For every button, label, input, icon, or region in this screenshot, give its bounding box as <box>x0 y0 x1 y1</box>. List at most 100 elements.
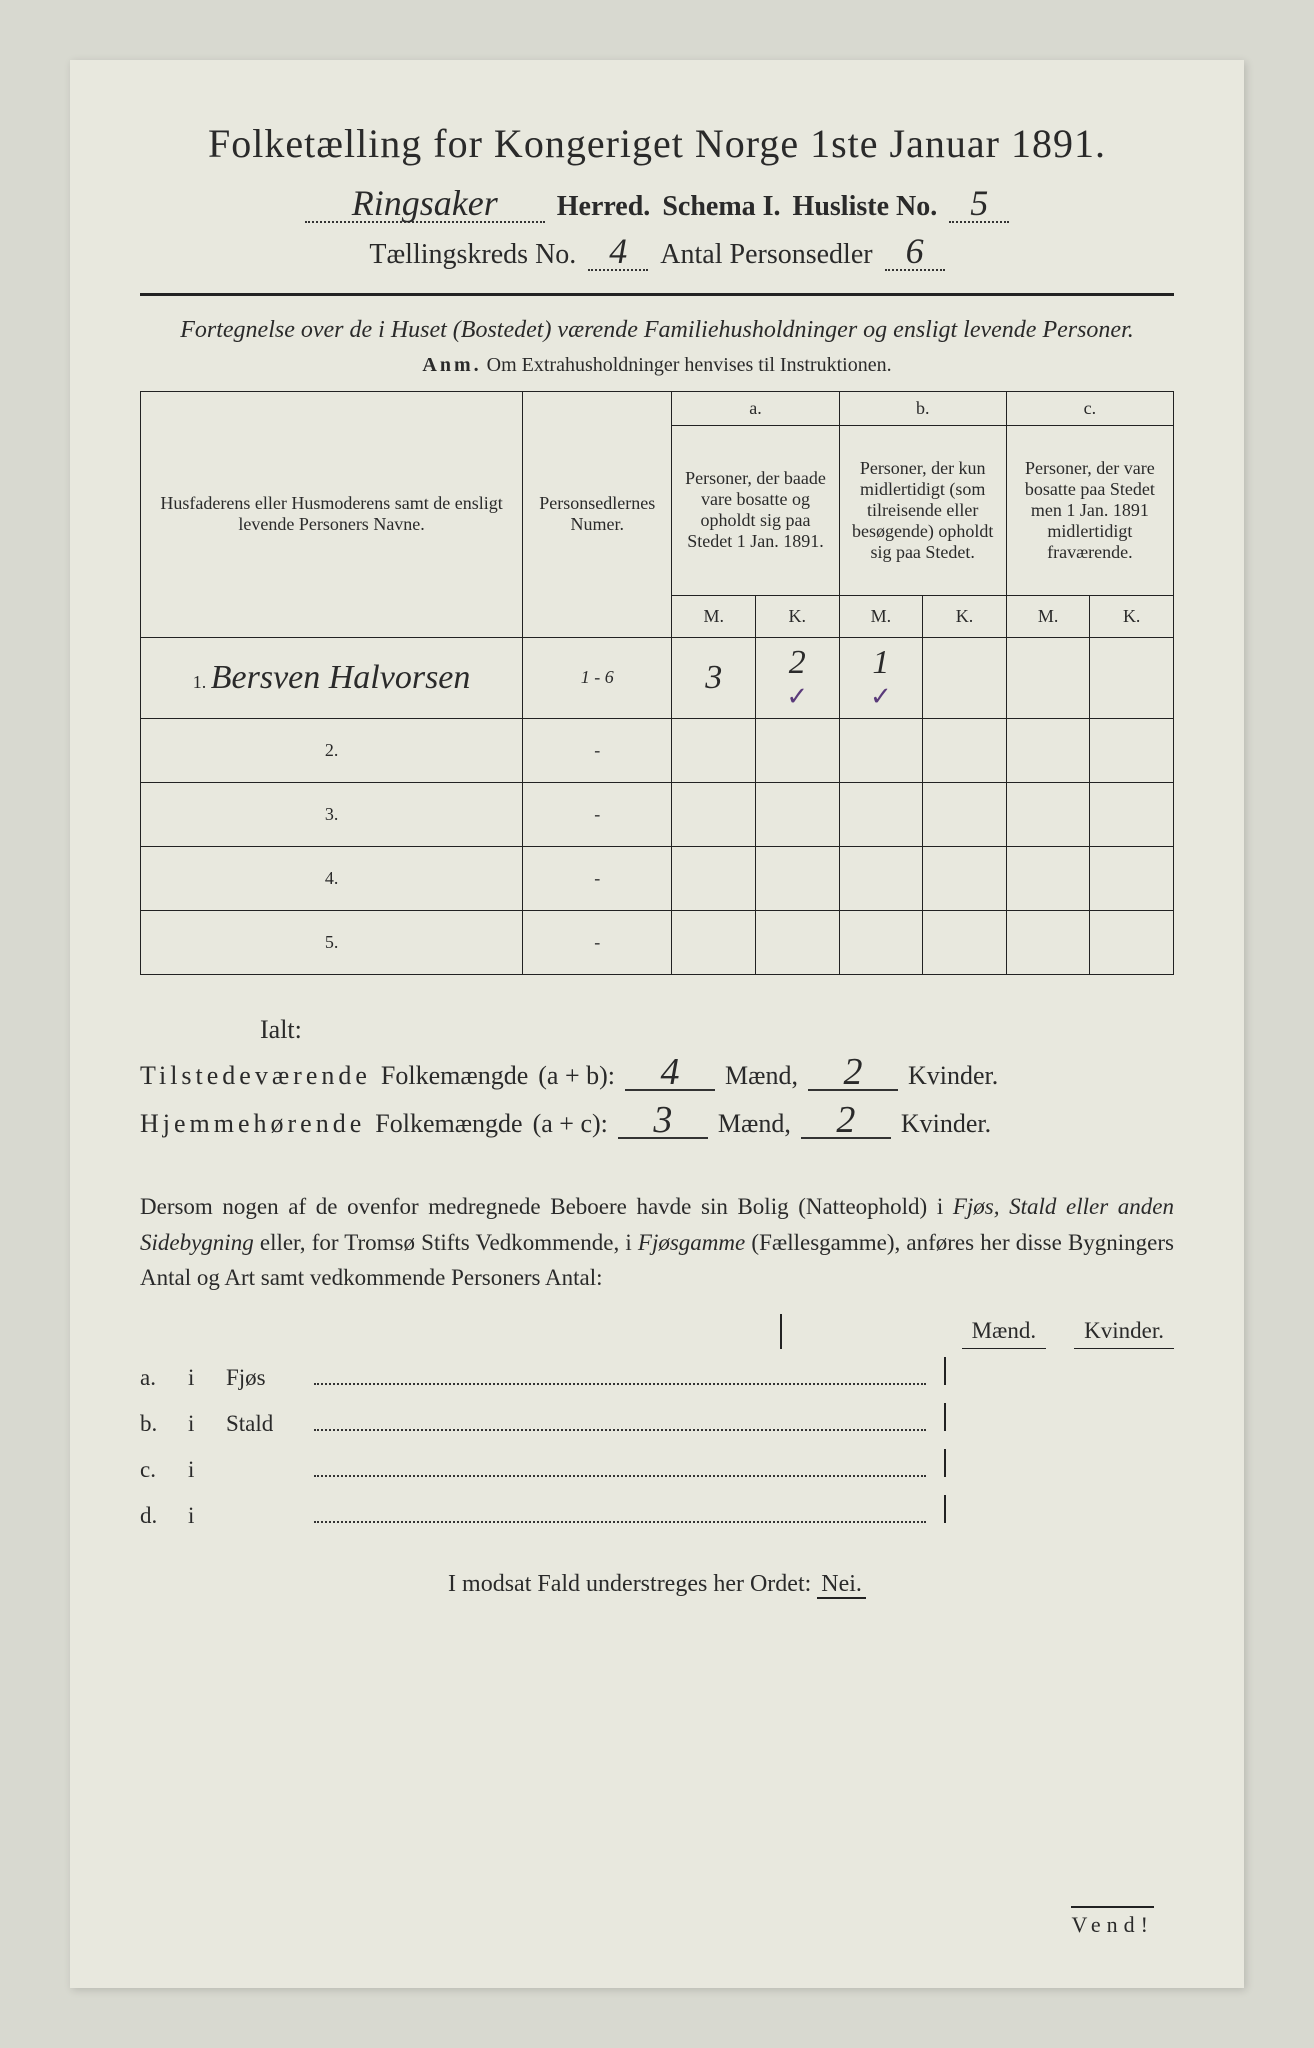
cell: 3 <box>672 637 756 718</box>
paragraph: Dersom nogen af de ovenfor medregnede Be… <box>140 1189 1174 1296</box>
row-name: Bersven Halvorsen <box>211 659 471 696</box>
sidecol <box>966 1403 1056 1431</box>
bygning-maend: Mænd. <box>962 1314 1047 1349</box>
hjemme-row: Hjemmehørende Folkemængde (a + c): 3 Mæn… <box>140 1103 1174 1139</box>
row-num: - <box>523 782 672 846</box>
cell <box>756 782 840 846</box>
table-row: 3. - <box>141 782 1174 846</box>
header-line-2: Tællingskreds No. 4 Antal Personsedler 6 <box>140 233 1174 271</box>
page-title: Folketælling for Kongeriget Norge 1ste J… <box>140 120 1174 167</box>
col-c-k: K. <box>1090 595 1174 637</box>
census-table: Husfaderens eller Husmoderens samt de en… <box>140 391 1174 975</box>
subtitle: Fortegnelse over de i Huset (Bostedet) v… <box>140 314 1174 348</box>
bygning-lbl: c. <box>140 1457 170 1483</box>
antal-value: 6 <box>885 233 945 271</box>
col-a-k: K. <box>756 595 840 637</box>
sidecol <box>1084 1495 1174 1523</box>
bygning-lbl: a. <box>140 1365 170 1391</box>
kreds-value: 4 <box>588 233 648 271</box>
herred-value: Ringsaker <box>305 185 545 223</box>
divider <box>140 293 1174 296</box>
cell <box>672 846 756 910</box>
row-number: 3. <box>141 782 523 846</box>
cell <box>1090 910 1174 974</box>
cell <box>923 718 1007 782</box>
cell-bm: 1 <box>872 644 889 681</box>
ac-label: (a + c): <box>533 1109 608 1139</box>
para-t2: eller, for Tromsø Stifts Vedkommende, i <box>254 1230 638 1255</box>
kvinder-label: Kvinder. <box>901 1109 991 1139</box>
kreds-label: Tællingskreds No. <box>369 239 576 271</box>
row-name-cell: 1. Bersven Halvorsen <box>141 637 523 718</box>
sidecol <box>966 1357 1056 1385</box>
cell <box>839 718 923 782</box>
cell <box>756 910 840 974</box>
folkem-label: Folkemængde <box>381 1061 528 1091</box>
table-row: 1. Bersven Halvorsen 1 - 6 3 2✓ 1✓ <box>141 637 1174 718</box>
cell: 1✓ <box>839 637 923 718</box>
bygning-row: a. i Fjøs <box>140 1357 1174 1391</box>
cell <box>923 910 1007 974</box>
cell <box>1006 782 1090 846</box>
col-a-text: Personer, der baade vare bosatte og opho… <box>672 425 839 595</box>
col-a-m: M. <box>672 595 756 637</box>
row-number: 1. <box>193 672 207 692</box>
herred-label: Herred. <box>557 191 651 223</box>
hjemme-label: Hjemmehørende <box>140 1109 365 1139</box>
row-number: 2. <box>141 718 523 782</box>
col-a-label: a. <box>672 391 839 425</box>
cell-am: 3 <box>705 659 722 696</box>
cell <box>839 782 923 846</box>
col-b-m: M. <box>839 595 923 637</box>
col-numer: Personsedlernes Numer. <box>523 391 672 637</box>
bygning-i: i <box>188 1411 208 1437</box>
cell-bk <box>923 637 1007 718</box>
col-b-k: K. <box>923 595 1007 637</box>
bygning-kvinder: Kvinder. <box>1074 1314 1174 1349</box>
cell <box>672 910 756 974</box>
cell <box>1006 910 1090 974</box>
cell-cm <box>1006 637 1090 718</box>
table-row: 2. - <box>141 718 1174 782</box>
dots <box>314 1362 926 1385</box>
tilstede-m: 4 <box>625 1055 715 1091</box>
header-line-1: Ringsaker Herred. Schema I. Husliste No.… <box>140 185 1174 223</box>
check-icon: ✓ <box>870 682 892 711</box>
cell: 2✓ <box>756 637 840 718</box>
dots <box>314 1454 926 1477</box>
husliste-label: Husliste No. <box>793 191 938 223</box>
cell <box>1006 846 1090 910</box>
sidecol <box>1084 1357 1174 1385</box>
para-t1: Dersom nogen af de ovenfor medregnede Be… <box>140 1194 953 1219</box>
bygning-lbl: b. <box>140 1411 170 1437</box>
cell <box>1006 718 1090 782</box>
cell <box>1090 718 1174 782</box>
nei-word: Nei. <box>817 1571 866 1599</box>
anm-label: Anm. <box>422 354 481 376</box>
row-num: 1 - 6 <box>523 637 672 718</box>
cell <box>923 782 1007 846</box>
row-number: 5. <box>141 910 523 974</box>
kvinder-label: Kvinder. <box>908 1061 998 1091</box>
cell <box>839 910 923 974</box>
ialt-label: Ialt: <box>260 1015 1174 1045</box>
col-c-text: Personer, der vare bosatte paa Stedet me… <box>1006 425 1173 595</box>
col-b-text: Personer, der kun midlertidigt (som tilr… <box>839 425 1006 595</box>
sidecols <box>944 1403 1174 1431</box>
col-c-label: c. <box>1006 391 1173 425</box>
sidecols <box>944 1357 1174 1385</box>
cell-ak: 2 <box>789 644 806 681</box>
schema-label: Schema I. <box>662 191 780 223</box>
annotation: Anm. Om Extrahusholdninger henvises til … <box>140 354 1174 377</box>
maend-label: Mænd, <box>725 1061 798 1091</box>
sidecols <box>944 1449 1174 1477</box>
row-num: - <box>523 846 672 910</box>
bygning-type: Stald <box>226 1411 296 1437</box>
cell <box>672 782 756 846</box>
bygning-row: c. i <box>140 1449 1174 1483</box>
sidecol <box>1084 1449 1174 1477</box>
table-row: 5. - <box>141 910 1174 974</box>
bygning-i: i <box>188 1457 208 1483</box>
anm-text: Om Extrahusholdninger henvises til Instr… <box>487 354 892 376</box>
col-names: Husfaderens eller Husmoderens samt de en… <box>141 391 523 637</box>
